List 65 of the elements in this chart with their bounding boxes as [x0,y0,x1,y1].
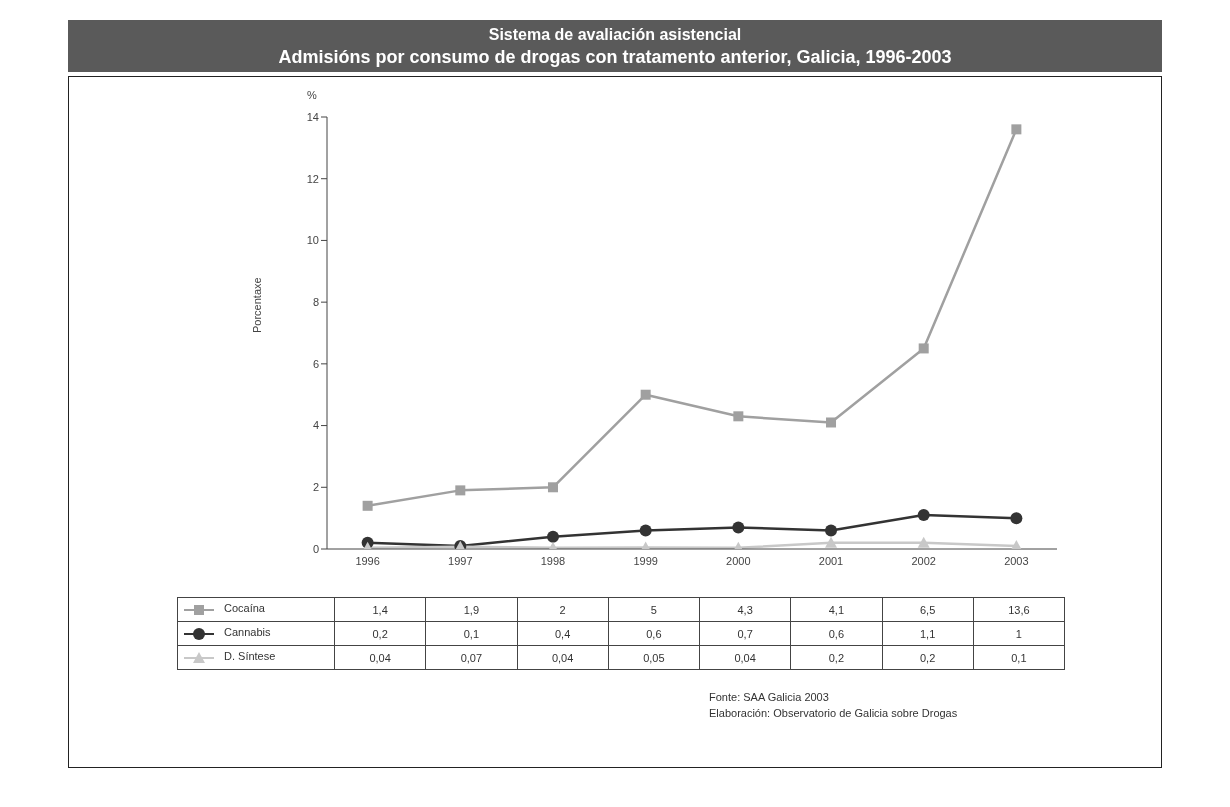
point [640,389,651,400]
data-label: 0,6 [608,621,700,646]
y-tick-label: 14 [306,110,319,123]
point [733,411,744,422]
source-note: Fonte: SAA Galicia 2003 [709,690,830,705]
data-label: 0,2 [334,621,426,646]
x-tick-label: 1998 [540,554,566,567]
x-tick-label: 2001 [818,554,844,567]
text: Elaboración: Observatorio de Galicia sobre Drogas [709,706,958,721]
data-label: 1 [973,621,1065,646]
point [918,343,929,354]
y-tick-label: 4 [312,419,319,432]
y-tick-label: 8 [312,296,319,309]
data-label: 0,05 [608,645,700,670]
y-tick-label: 2 [312,481,319,494]
point [639,524,652,537]
y-axis-title: Porcentaxe [250,277,263,333]
data-label: 0,04 [334,645,426,670]
data-label: 0,04 [517,645,609,670]
x-tick-label: 2003 [1004,554,1029,567]
x-tick-label: 2000 [726,554,751,567]
data-label: 0,1 [425,621,517,646]
text: % [307,89,317,101]
data-label: 4,1 [790,597,882,622]
data-label: 2 [517,597,609,622]
y-tick-label: 0 [312,542,319,555]
point [826,417,837,428]
point [917,509,930,522]
point [362,500,373,511]
point [825,524,838,537]
data-label: 0,7 [699,621,791,646]
legend-label: Cannabis [177,621,335,646]
data-label: 0,1 [973,645,1065,670]
y-tick-label: 6 [312,357,319,370]
legend-label: D. Síntese [177,645,335,670]
x-tick-label: 2002 [911,554,936,567]
data-label: 1,9 [425,597,517,622]
data-label: 0,2 [882,645,974,670]
point [1010,512,1023,525]
data-label: 0,4 [517,621,609,646]
data-label: 5 [608,597,700,622]
y-tick-label: 10 [306,234,319,247]
point [546,530,559,543]
data-label: 6,5 [882,597,974,622]
point [1011,124,1022,135]
point [455,485,466,496]
x-tick-label: 1996 [355,554,380,567]
chart-subtitle: Admisións por consumo de drogas con tratamento anterior, Galicia, 1996-2003 [277,46,953,68]
data-label: 0,6 [790,621,882,646]
point [825,536,838,548]
data-label: 0,07 [425,645,517,670]
data-label: 0,04 [699,645,791,670]
chart-title: Sistema de avaliación asistencial [487,25,743,45]
data-label: 13,6 [973,597,1065,622]
data-label: 4,3 [699,597,791,622]
point [732,521,745,534]
data-label: 1,4 [334,597,426,622]
data-label: 0,2 [790,645,882,670]
point [547,482,558,493]
legend-label: Cocaína [177,597,335,622]
data-label: 1,1 [882,621,974,646]
point [917,536,930,548]
x-tick-label: 1997 [448,554,473,567]
x-tick-label: 1999 [633,554,658,567]
y-tick-label: 12 [306,172,319,185]
